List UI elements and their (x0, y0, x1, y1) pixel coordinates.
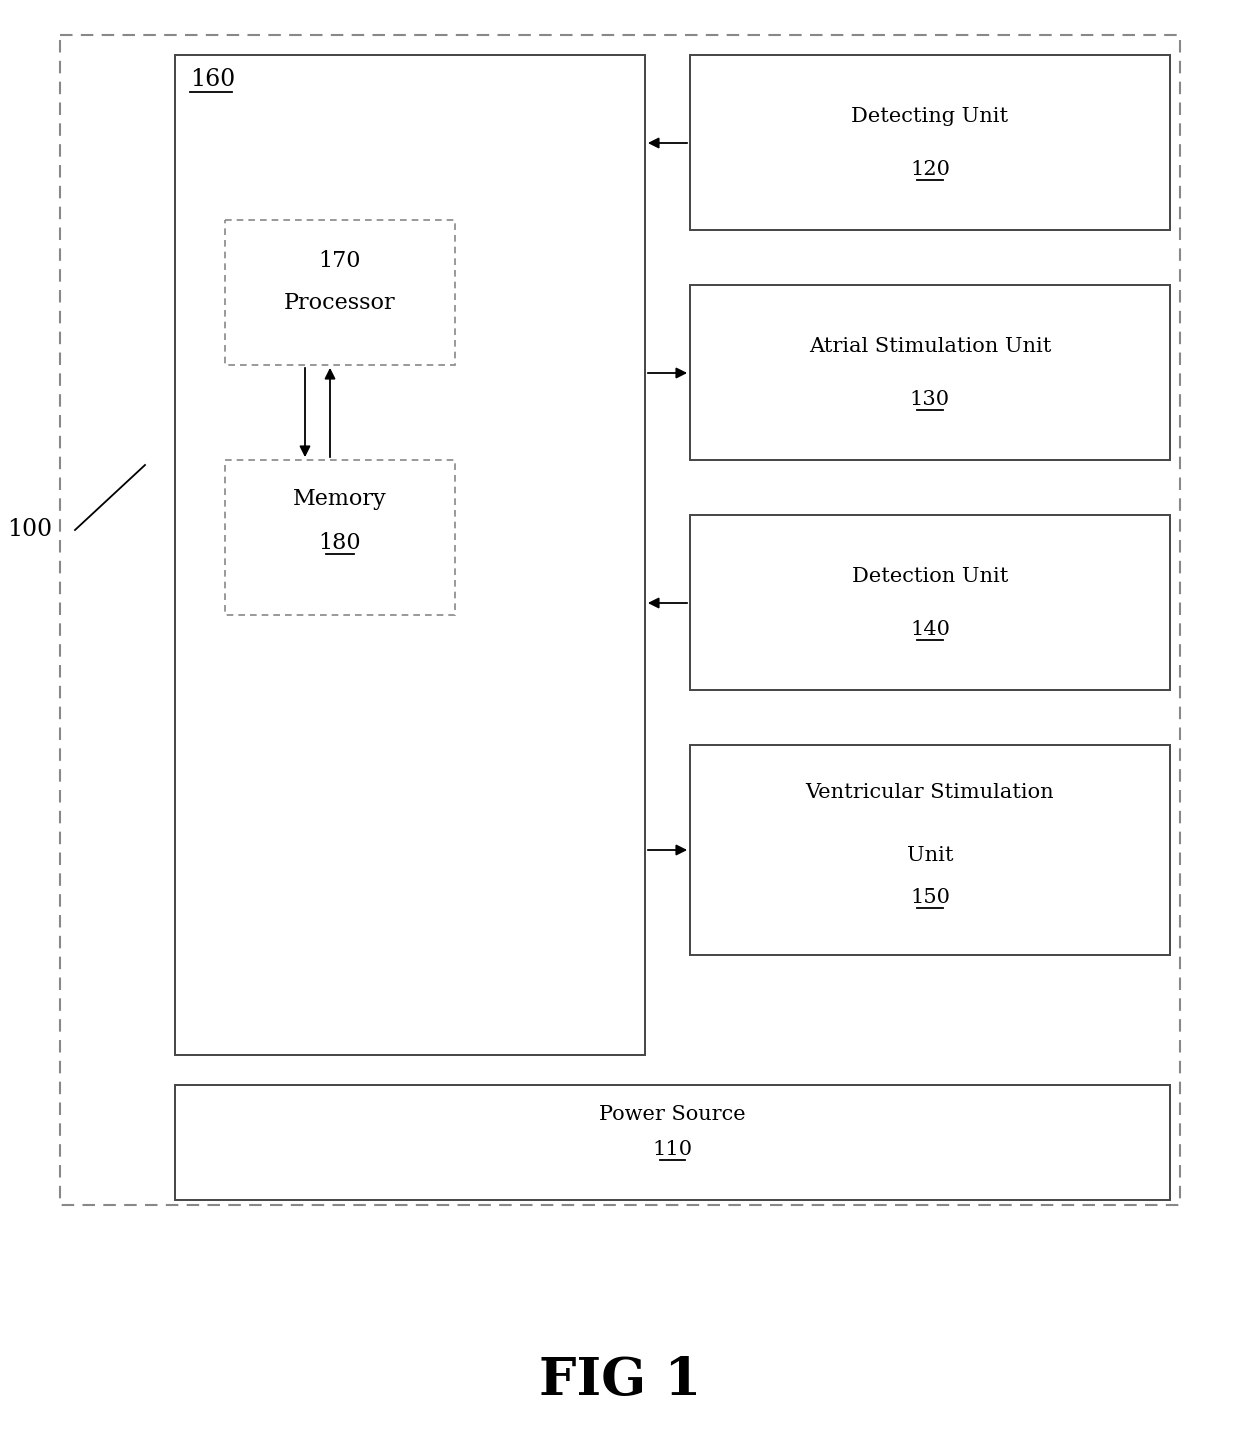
Bar (689, 54, 1171, 229)
Text: Detecting Unit: Detecting Unit (852, 108, 1008, 126)
Bar (224, 219, 455, 366)
Text: Memory: Memory (293, 488, 387, 511)
Text: Unit: Unit (906, 846, 954, 865)
Text: Processor: Processor (284, 293, 396, 314)
Text: 180: 180 (319, 532, 361, 554)
Text: Detection Unit: Detection Unit (852, 568, 1008, 587)
Text: 160: 160 (190, 67, 236, 90)
Bar (689, 515, 1171, 690)
Bar (689, 746, 1171, 955)
Bar (224, 460, 455, 615)
Bar (689, 285, 1171, 460)
Text: Atrial Stimulation Unit: Atrial Stimulation Unit (808, 337, 1052, 357)
Bar (60, 34, 1180, 1205)
Bar (175, 54, 645, 1055)
Text: 140: 140 (910, 619, 950, 640)
Text: Ventricular Stimulation: Ventricular Stimulation (806, 783, 1054, 802)
Text: Power Source: Power Source (599, 1106, 745, 1124)
Text: 150: 150 (910, 888, 950, 906)
Bar (175, 1086, 1171, 1200)
Text: FIG 1: FIG 1 (539, 1355, 701, 1405)
Text: 170: 170 (319, 250, 361, 272)
Text: 130: 130 (910, 390, 950, 409)
Text: 110: 110 (652, 1140, 693, 1159)
Text: 100: 100 (7, 519, 52, 542)
Text: 120: 120 (910, 161, 950, 179)
